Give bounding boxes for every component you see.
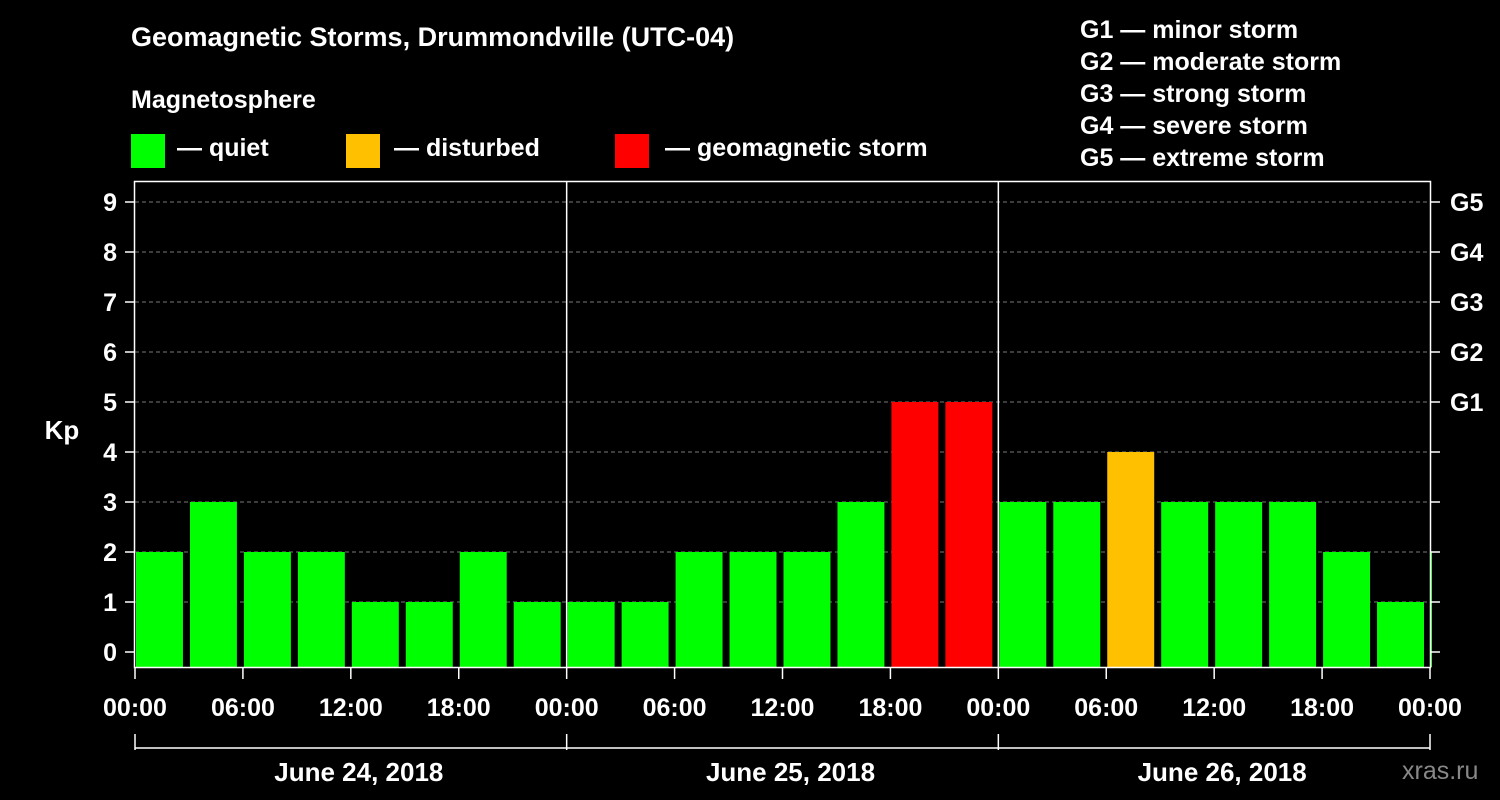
- x-tick-label: 12:00: [1182, 694, 1246, 722]
- kp-bar-quiet: [243, 552, 291, 667]
- kp-bar-quiet: [999, 502, 1047, 667]
- x-tick-label: 06:00: [1074, 694, 1138, 722]
- kp-bar-disturbed: [1107, 452, 1155, 667]
- x-tick-label: 06:00: [211, 694, 275, 722]
- kp-bar-quiet: [405, 602, 453, 667]
- x-tick-label: 18:00: [858, 694, 922, 722]
- kp-bar-quiet: [1161, 502, 1209, 667]
- kp-bar-quiet: [567, 602, 615, 667]
- kp-bar-quiet: [1269, 502, 1317, 667]
- x-tick-label: 00:00: [966, 694, 1030, 722]
- x-tick-label: 06:00: [643, 694, 707, 722]
- y-tick-label: 1: [103, 589, 117, 617]
- kp-bar-quiet: [297, 552, 345, 667]
- y-tick-label: 2: [103, 539, 117, 567]
- day-label: June 25, 2018: [706, 757, 875, 787]
- legend-label-disturbed: — disturbed: [394, 134, 540, 162]
- x-tick-label: 00:00: [535, 694, 599, 722]
- x-tick-label: 00:00: [103, 694, 167, 722]
- kp-bar-quiet: [621, 602, 669, 667]
- legend-heading: Magnetosphere: [131, 86, 316, 114]
- legend-swatch-disturbed: [346, 134, 380, 168]
- g-scale-g5: G5 — extreme storm: [1080, 144, 1325, 172]
- x-tick-label: 18:00: [427, 694, 491, 722]
- x-tick-label: 12:00: [319, 694, 383, 722]
- x-tick-label: 18:00: [1290, 694, 1354, 722]
- g-level-label: G1: [1450, 389, 1483, 417]
- g-scale-g4: G4 — severe storm: [1080, 112, 1308, 140]
- g-level-label: G2: [1450, 339, 1483, 367]
- g-scale-g2: G2 — moderate storm: [1080, 48, 1342, 76]
- y-tick-label: 4: [103, 439, 117, 467]
- kp-bar-quiet: [136, 552, 183, 667]
- y-tick-label: 6: [103, 339, 117, 367]
- y-axis-label: Kp: [45, 415, 80, 445]
- kp-bar-quiet: [1053, 502, 1101, 667]
- g-scale-legend: G1 — minor storm G2 — moderate storm G3 …: [1080, 14, 1341, 174]
- g-level-label: G5: [1450, 189, 1483, 217]
- kp-bar-quiet: [783, 552, 831, 667]
- kp-bar-quiet: [729, 552, 777, 667]
- day-label: June 24, 2018: [274, 757, 443, 787]
- kp-bar-quiet: [513, 602, 561, 667]
- g-scale-g1: G1 — minor storm: [1080, 16, 1299, 44]
- kp-bar-storm: [945, 402, 993, 667]
- kp-bar-quiet: [675, 552, 723, 667]
- kp-bar-quiet: [459, 552, 507, 667]
- y-tick-label: 3: [103, 489, 117, 517]
- kp-bar-quiet: [1323, 552, 1371, 667]
- x-tick-label: 12:00: [751, 694, 815, 722]
- g-level-label: G4: [1450, 239, 1483, 267]
- y-tick-label: 9: [103, 189, 117, 217]
- kp-bar-quiet: [1431, 552, 1432, 667]
- g-level-label: G3: [1450, 289, 1483, 317]
- kp-bar-quiet: [189, 502, 237, 667]
- kp-bar-quiet: [837, 502, 885, 667]
- y-tick-label: 8: [103, 239, 117, 267]
- kp-bar-storm: [891, 402, 939, 667]
- legend-swatch-storm: [615, 134, 649, 168]
- y-tick-label: 7: [103, 289, 117, 317]
- chart-title: Geomagnetic Storms, Drummondville (UTC-0…: [131, 22, 735, 52]
- kp-bar-quiet: [1377, 602, 1424, 667]
- kp-bar-quiet: [351, 602, 399, 667]
- watermark: xras.ru: [1402, 757, 1479, 785]
- day-label: June 26, 2018: [1138, 757, 1307, 787]
- y-tick-label: 5: [103, 389, 117, 417]
- g-scale-g3: G3 — strong storm: [1080, 80, 1307, 108]
- kp-bar-quiet: [1215, 502, 1263, 667]
- x-tick-label: 00:00: [1398, 694, 1462, 722]
- y-tick-label: 0: [103, 639, 117, 667]
- legend-label-storm: — geomagnetic storm: [665, 134, 928, 162]
- legend-swatch-quiet: [131, 134, 165, 168]
- legend-label-quiet: — quiet: [177, 134, 269, 162]
